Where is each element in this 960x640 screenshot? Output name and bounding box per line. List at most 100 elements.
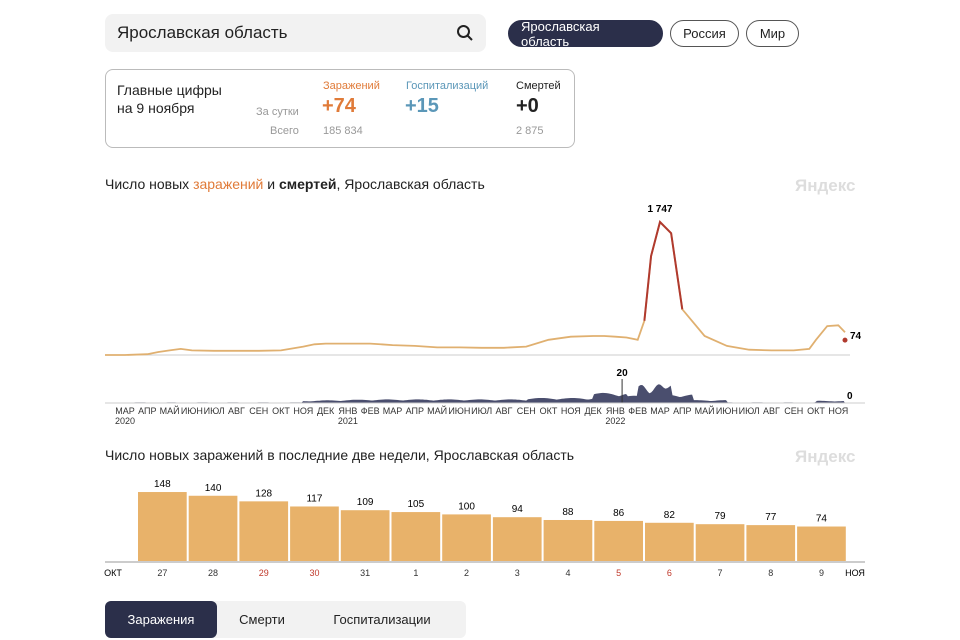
month-tick-label: МАЙ [427,405,447,416]
date-tick-label: 9 [819,568,824,578]
date-tick-label: 29 [259,568,269,578]
bar-value-label: 82 [664,510,676,521]
metric-tabs: Заражения Смерти Госпитализации [105,601,466,638]
bar [239,501,289,561]
cases-day: +74 [322,95,356,117]
month-label-start: ОКТ [104,568,122,578]
two-week-bar-chart: 148 27 140 28 128 29 117 30 109 31 105 1 100 2 94 3 88 4 8… [104,479,865,578]
date-tick-label: 3 [515,568,520,578]
bar-value-label: 148 [154,479,171,490]
bar [442,514,491,561]
row-day-label: За сутки [256,106,299,118]
chart2-title: Число новых заражений в последние две не… [105,447,575,463]
region-russia-button[interactable]: Россия [670,20,739,47]
cases-last-point [842,337,848,343]
region-yaroslavl-button[interactable]: Ярославская область [508,19,663,49]
month-tick-label: СЕН [517,406,536,416]
chart1-title: Число новых заражений и смертей, Ярослав… [105,176,485,192]
year-tick-label: 2022 [605,416,625,426]
cases-peak-label: 1 747 [647,204,672,215]
month-tick-label: ЯНВ [606,406,625,416]
bar [543,519,593,561]
month-tick-label: ФЕВ [361,406,380,416]
month-tick-label: ИЮЛ [739,406,760,416]
summary-title: Главные цифры [117,82,222,98]
month-tick-label: МАР [383,406,403,416]
cases-peak-segment [643,220,684,321]
month-tick-label: АПР [673,406,691,416]
bar-value-label: 140 [205,483,222,494]
month-tick-label: ФЕВ [628,406,647,416]
tab-hospitalizations[interactable]: Госпитализации [333,612,431,627]
bar-value-label: 100 [458,501,475,512]
bar [594,520,643,561]
summary-card: Главные цифры на 9 ноября За сутки Всего… [105,69,575,148]
month-tick-label: ИЮН [716,406,738,416]
cases-total: 185 834 [323,125,363,137]
month-tick-label: СЕН [784,406,803,416]
date-tick-label: 5 [616,568,621,578]
hosp-label: Госпитализаций [406,80,489,92]
search-value: Ярославская область [117,23,288,42]
date-tick-label: 4 [565,568,570,578]
bar-value-label: 79 [714,511,726,522]
date-tick-label: 1 [413,568,418,578]
yandex-watermark-2: Яндекс [795,447,856,466]
tab-deaths[interactable]: Смерти [239,612,285,627]
month-tick-label: НОЯ [293,406,313,416]
month-label-end: НОЯ [845,568,865,578]
bar [188,495,238,561]
bar-value-label: 128 [255,488,272,499]
tab-cases[interactable]: Заражения [105,601,217,638]
month-tick-label: ИЮН [448,406,470,416]
bar [290,506,339,561]
month-tick-label: ДЕК [584,406,602,416]
bar [645,522,694,561]
search-icon[interactable] [456,24,474,42]
date-tick-label: 6 [667,568,672,578]
year-tick-label: 2020 [115,416,135,426]
deaths-label: Смертей [516,80,561,92]
month-tick-label: ОКТ [540,406,558,416]
bar [797,526,846,561]
bar-value-label: 105 [408,499,425,510]
month-tick-label: ИЮЛ [204,406,225,416]
cases-line [105,220,846,356]
month-tick-label: МАР [650,406,670,416]
cases-last-label: 74 [850,331,862,342]
summary-date: на 9 ноября [117,100,195,116]
month-tick-label: АВГ [228,406,245,416]
month-tick-label: АПР [406,406,424,416]
deaths-peak-label: 20 [617,368,629,379]
bar-value-label: 109 [357,497,374,508]
month-tick-label: НОЯ [828,406,848,416]
deaths-last-label: 0 [847,391,853,402]
date-tick-label: 8 [768,568,773,578]
bar-value-label: 77 [765,512,777,523]
hosp-day: +15 [405,95,439,117]
cases-label: Заражений [323,80,380,92]
date-tick-label: 7 [718,568,723,578]
month-tick-label: ИЮЛ [471,406,492,416]
search-input[interactable]: Ярославская область [105,14,486,52]
month-tick-label: АПР [138,406,156,416]
year-tick-label: 2021 [338,416,358,426]
date-tick-label: 31 [360,568,370,578]
deaths-area [125,384,845,403]
bar [492,517,542,561]
bar-value-label: 117 [306,493,322,504]
month-tick-label: НОЯ [561,406,581,416]
date-tick-label: 28 [208,568,218,578]
bar-value-label: 94 [512,504,524,515]
month-tick-label: ЯНВ [338,406,357,416]
month-tick-label: АВГ [763,406,780,416]
region-world-button[interactable]: Мир [746,20,799,47]
bar-value-label: 86 [613,508,625,519]
month-tick-label: ИЮН [181,406,203,416]
month-tick-label: ОКТ [272,406,290,416]
month-tick-label: МАЙ [695,405,715,416]
bar-value-label: 74 [816,514,828,525]
month-tick-label: АВГ [496,406,513,416]
bar [391,512,441,561]
